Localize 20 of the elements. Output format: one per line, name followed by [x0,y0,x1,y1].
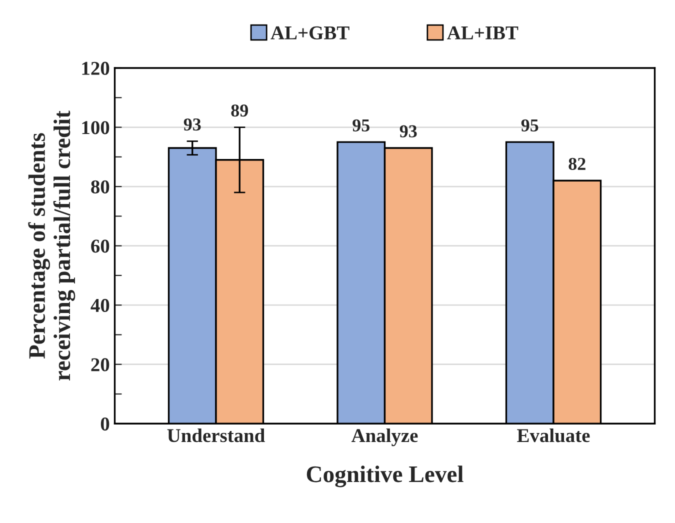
data-label: 93 [184,118,201,131]
y-tick-label: 80 [91,180,110,194]
data-label: 95 [521,119,538,132]
x-axis-title: Cognitive Level [306,466,464,488]
y-tick-label: 20 [91,358,110,372]
data-label: 95 [352,119,370,132]
y-tick-label: 60 [91,240,110,253]
y-tick-label: 100 [82,121,110,134]
data-label: 82 [568,158,586,170]
y-tick-label: 120 [82,62,110,75]
y-tick-label: 0 [100,417,110,431]
x-tick-label: Evaluate [517,428,590,442]
y-tick-label: 40 [90,298,110,312]
data-label: 89 [231,104,248,117]
legend-label: AL+GBT [270,26,350,40]
data-label: 93 [400,125,417,138]
x-tick-label: Understand [167,428,265,442]
legend-label: AL+IBT [447,26,518,40]
x-tick-label: Analyze [351,428,418,446]
y-axis-title: Percentage of students receiving partial/full credit [28,110,76,380]
